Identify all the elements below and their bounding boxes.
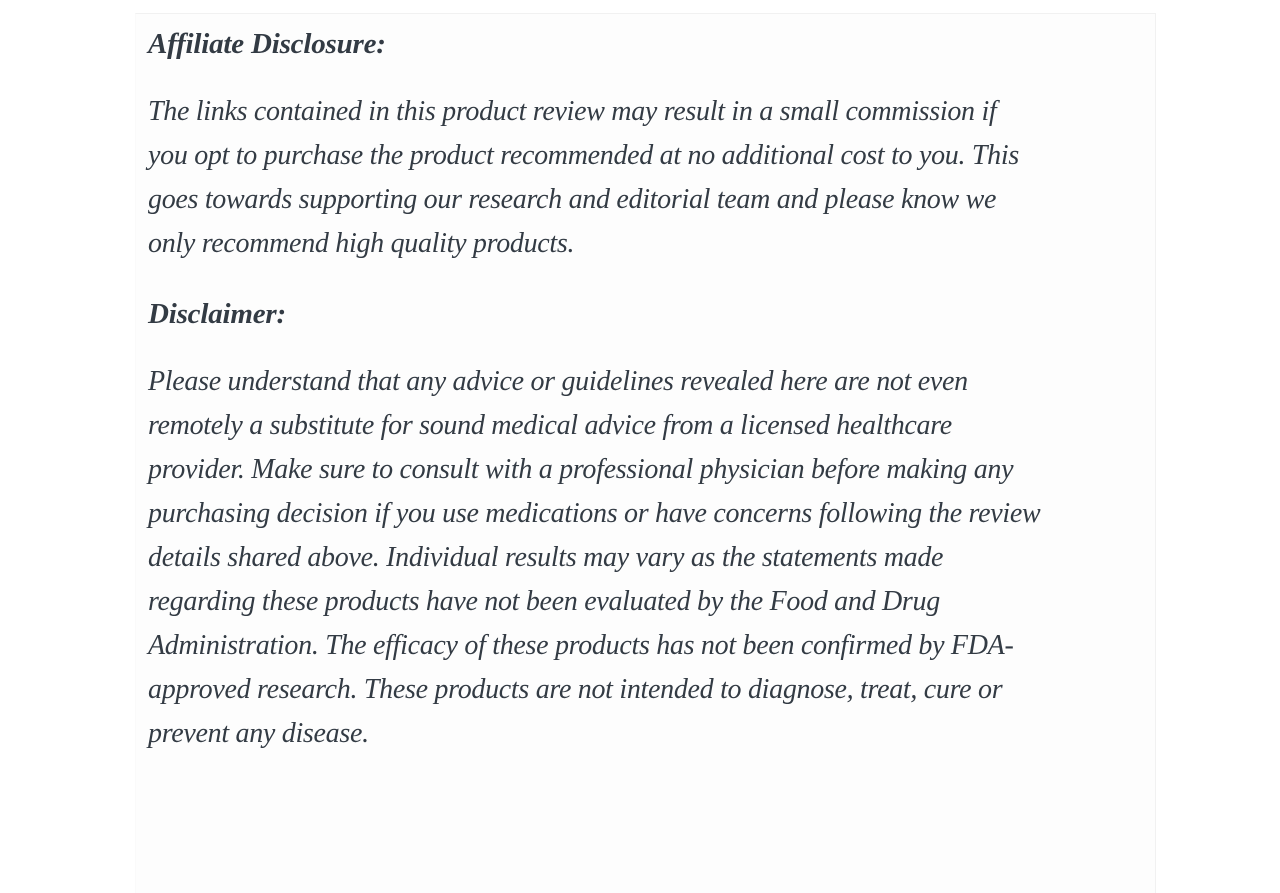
affiliate-disclosure-paragraph: The links contained in this product revi… xyxy=(148,96,1019,259)
disclaimer-heading: Disclaimer: xyxy=(148,298,286,330)
article-content-panel: Affiliate Disclosure: The links containe… xyxy=(135,13,1156,893)
disclosure-text-block: Affiliate Disclosure: The links containe… xyxy=(148,22,1145,756)
affiliate-disclosure-heading: Affiliate Disclosure: xyxy=(148,28,386,60)
disclaimer-paragraph: Please understand that any advice or gui… xyxy=(148,366,1041,749)
